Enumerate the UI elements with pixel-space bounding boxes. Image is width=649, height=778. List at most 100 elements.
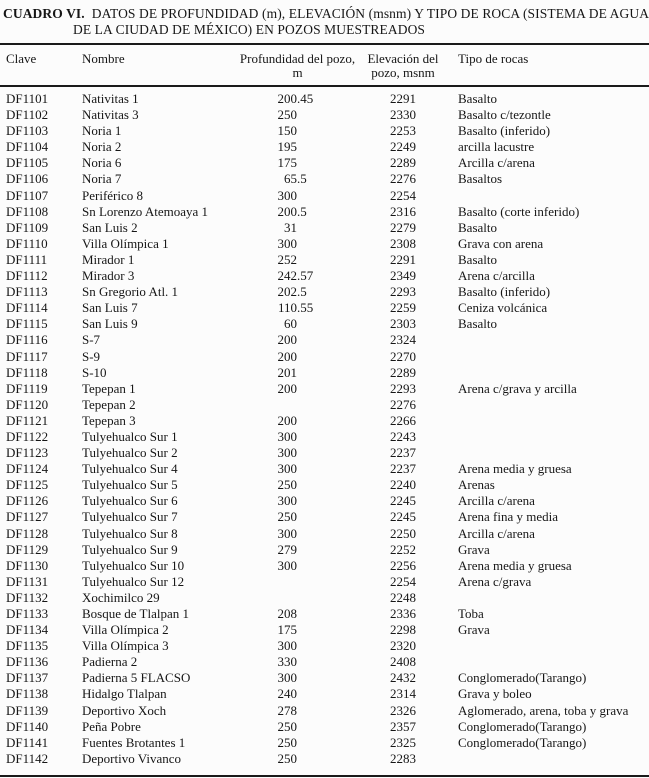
cell-elevacion: 2303: [390, 316, 416, 332]
cell-tipo: Basalto (inferido): [458, 284, 551, 300]
table-row: DF1110 Villa Olímpica 1 300 2308 Grava c…: [0, 236, 649, 252]
cell-nombre: Sn Lorenzo Atemoaya 1: [82, 203, 208, 219]
cell-profundidad: 200: [277, 380, 298, 396]
cell-tipo: Basaltos: [458, 171, 503, 187]
cell-clave: DF1106: [6, 171, 49, 187]
cell-profundidad: 300: [277, 445, 298, 461]
cell-tipo: [446, 638, 649, 654]
cell-nombre: Tulyehualco Sur 4: [82, 461, 178, 477]
cell-nombre: Sn Gregorio Atl. 1: [82, 284, 179, 300]
cell-clave: DF1107: [6, 187, 49, 203]
cell-elevacion: 2248: [390, 589, 416, 605]
cell-profundidad: 279: [277, 541, 298, 557]
cell-tipo: Aglomerado, arena, toba y grava: [458, 702, 629, 718]
cell-nombre: Nativitas 1: [82, 91, 139, 106]
cell-nombre: Deportivo Vivanco: [82, 750, 181, 766]
cell-clave: DF1123: [6, 445, 49, 461]
cell-nombre: Tulyehualco Sur 9: [82, 541, 178, 557]
cell-nombre: Deportivo Xoch: [82, 702, 167, 718]
cell-tipo: Conglomerado(Tarango): [458, 718, 587, 734]
cell-nombre: Tulyehualco Sur 1: [82, 428, 178, 444]
cell-tipo: arcilla lacustre: [458, 139, 535, 155]
cell-nombre: Noria 7: [82, 171, 122, 187]
cell-elevacion: 2324: [390, 332, 416, 348]
table-title-line1: CUADRO VI. DATOS DE PROFUNDIDAD (m), ELE…: [3, 6, 649, 22]
cell-tipo: [446, 365, 649, 381]
cell-profundidad: 250: [277, 750, 298, 766]
table-row: DF1107 Periférico 8 300 2254: [0, 188, 649, 204]
cell-clave: DF1102: [6, 107, 49, 123]
cell-nombre: Tulyehualco Sur 7: [82, 509, 178, 525]
cell-clave: DF1116: [6, 332, 48, 348]
cell-elevacion: 2293: [390, 284, 416, 300]
cell-clave: DF1139: [6, 702, 49, 718]
cell-clave: DF1119: [6, 380, 48, 396]
cell-profundidad: [235, 574, 360, 590]
cell-tipo: [446, 445, 649, 461]
cell-profundidad: [235, 590, 360, 606]
cell-tipo: Grava con arena: [458, 235, 544, 251]
cell-profundidad: 278: [277, 702, 298, 718]
cell-elevacion: 2293: [390, 380, 416, 396]
cell-clave: DF1122: [6, 428, 49, 444]
cell-elevacion: 2237: [390, 445, 416, 461]
cell-nombre: San Luis 7: [82, 300, 138, 316]
cell-nombre: Villa Olímpica 2: [82, 622, 169, 638]
table-body: DF1101 Nativitas 1 200.45 2291 Basalto D…: [0, 87, 649, 771]
cell-nombre: Tulyehualco Sur 10: [82, 557, 185, 573]
cell-tipo: Arena c/grava: [458, 573, 532, 589]
cell-profundidad: 201: [277, 364, 298, 380]
cell-clave: DF1129: [6, 541, 49, 557]
cell-elevacion: 2289: [390, 364, 416, 380]
table-row: DF1116 S-7 200 2324: [0, 332, 649, 348]
table-row: DF1137 Padierna 5 FLACSO 300 2432 Conglo…: [0, 670, 649, 686]
cell-tipo: Arcilla c/arena: [458, 155, 535, 171]
cell-profundidad: 175: [277, 155, 298, 171]
cell-profundidad: [235, 397, 360, 413]
cell-clave: DF1118: [6, 364, 48, 380]
table-row: DF1121 Tepepan 3 200 2266: [0, 413, 649, 429]
table-row: DF1140 Peña Pobre 250 2357 Conglomerado(…: [0, 719, 649, 735]
cell-elevacion: 2270: [390, 348, 416, 364]
top-rule: [0, 43, 649, 45]
cell-tipo: Conglomerado(Tarango): [458, 734, 587, 750]
cell-elevacion: 2249: [390, 139, 416, 155]
cell-clave: DF1114: [6, 300, 48, 316]
cell-elevacion: 2291: [390, 251, 416, 267]
cell-tipo: Arena fina y media: [458, 509, 558, 525]
table-row: DF1132 Xochimilco 29 2248: [0, 590, 649, 606]
cell-elevacion: 2330: [390, 107, 416, 123]
cell-tipo: Basalto c/tezontle: [458, 107, 551, 123]
table-row: DF1113 Sn Gregorio Atl. 1 202.5 2293 Bas…: [0, 284, 649, 300]
cell-tipo: Arcilla c/arena: [458, 493, 535, 509]
cell-elevacion: 2237: [390, 461, 416, 477]
column-header-profundidad-line2: m: [292, 64, 303, 80]
cell-profundidad: 250: [277, 734, 298, 750]
cell-nombre: Padierna 2: [82, 654, 138, 670]
cell-profundidad: 242.57: [277, 268, 314, 284]
cell-tipo: Grava y boleo: [458, 686, 532, 702]
table-row: DF1104 Noria 2 195 2249 arcilla lacustre: [0, 139, 649, 155]
cell-profundidad: 195: [277, 139, 298, 155]
cell-tipo: [446, 332, 649, 348]
cell-nombre: Tulyehualco Sur 6: [82, 493, 178, 509]
table-row: DF1101 Nativitas 1 200.45 2291 Basalto: [0, 91, 649, 107]
cell-clave: DF1135: [6, 638, 49, 654]
table-row: DF1136 Padierna 2 330 2408: [0, 654, 649, 670]
cell-profundidad: 60: [284, 316, 297, 332]
table-row: DF1133 Bosque de Tlalpan 1 208 2336 Toba: [0, 606, 649, 622]
cell-profundidad: 300: [277, 187, 298, 203]
cell-profundidad: 252: [277, 251, 298, 267]
table-row: DF1109 San Luis 2 31 2279 Basalto: [0, 220, 649, 236]
bottom-rule-thick: [0, 774, 649, 777]
table-row: DF1122 Tulyehualco Sur 1 300 2243: [0, 429, 649, 445]
table-row: DF1119 Tepepan 1 200 2293 Arena c/grava …: [0, 381, 649, 397]
cell-elevacion: 2256: [390, 557, 416, 573]
cell-tipo: Arena c/arcilla: [458, 268, 535, 284]
cell-nombre: Noria 1: [82, 123, 122, 139]
cell-tipo: [446, 349, 649, 365]
cell-clave: DF1137: [6, 670, 49, 686]
cell-clave: DF1126: [6, 493, 49, 509]
cell-profundidad: 202.5: [277, 284, 307, 300]
cell-tipo: Arena media y gruesa: [458, 557, 572, 573]
